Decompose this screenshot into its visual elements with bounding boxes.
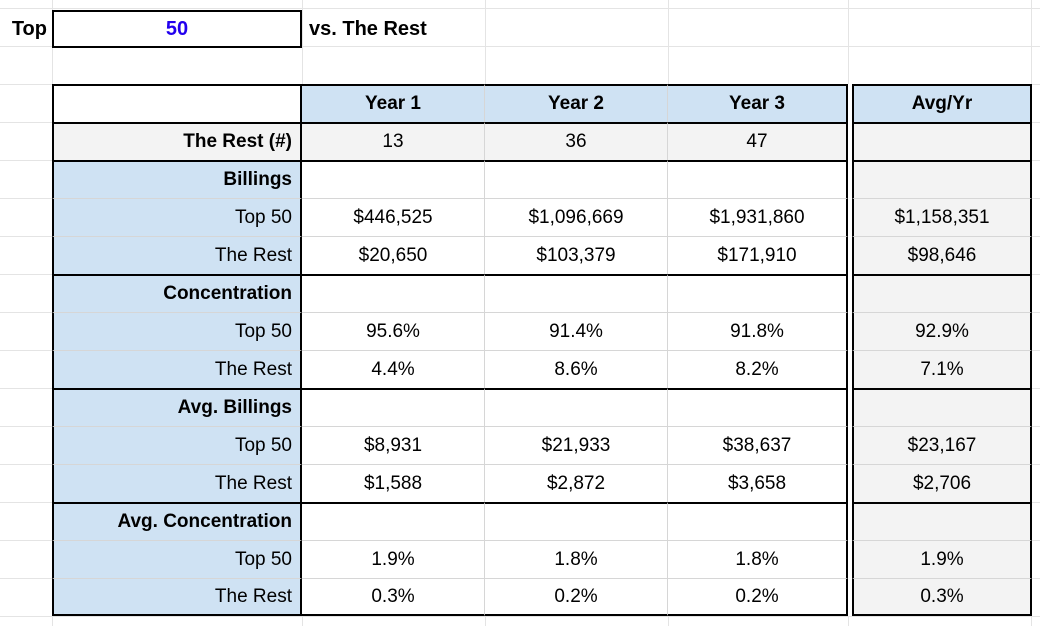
row-label[interactable]: Top 50 xyxy=(52,312,302,350)
gap-cell xyxy=(848,236,852,274)
gap-cell xyxy=(848,464,852,502)
value-cell[interactable] xyxy=(668,502,848,540)
value-cell[interactable]: 92.9% xyxy=(852,312,1032,350)
value-cell[interactable] xyxy=(852,502,1032,540)
value-cell[interactable] xyxy=(485,502,668,540)
value-cell[interactable]: 8.6% xyxy=(485,350,668,388)
row-label[interactable]: The Rest xyxy=(52,236,302,274)
gap-cell xyxy=(848,122,852,160)
gap-cell xyxy=(848,426,852,464)
gap-cell xyxy=(848,578,852,616)
row-label[interactable]: Avg. Concentration xyxy=(52,502,302,540)
value-cell[interactable]: 0.2% xyxy=(668,578,848,616)
col-header-year1[interactable]: Year 1 xyxy=(302,84,485,122)
row-label[interactable]: The Rest xyxy=(52,578,302,616)
value-cell[interactable] xyxy=(852,388,1032,426)
value-cell[interactable]: 13 xyxy=(302,122,485,160)
col-header-year2[interactable]: Year 2 xyxy=(485,84,668,122)
gap-cell xyxy=(848,198,852,236)
corner-cell[interactable] xyxy=(52,84,302,122)
col-header-avg-yr[interactable]: Avg/Yr xyxy=(852,84,1032,122)
value-cell[interactable]: $446,525 xyxy=(302,198,485,236)
row-label[interactable]: Top 50 xyxy=(52,540,302,578)
value-cell[interactable]: $98,646 xyxy=(852,236,1032,274)
value-cell[interactable]: 1.9% xyxy=(302,540,485,578)
col-header-year3[interactable]: Year 3 xyxy=(668,84,848,122)
value-cell[interactable] xyxy=(668,274,848,312)
value-cell[interactable]: 8.2% xyxy=(668,350,848,388)
value-cell[interactable]: $1,931,860 xyxy=(668,198,848,236)
value-cell[interactable]: $1,158,351 xyxy=(852,198,1032,236)
gap-cell xyxy=(848,350,852,388)
value-cell[interactable]: 1.8% xyxy=(668,540,848,578)
vs-the-rest-label: vs. The Rest xyxy=(309,17,427,40)
value-cell[interactable] xyxy=(485,274,668,312)
value-cell[interactable]: 0.2% xyxy=(485,578,668,616)
gap-cell xyxy=(848,502,852,540)
value-cell[interactable] xyxy=(485,160,668,198)
value-cell[interactable]: $20,650 xyxy=(302,236,485,274)
row-label[interactable]: Concentration xyxy=(52,274,302,312)
gap-cell xyxy=(848,160,852,198)
value-cell[interactable]: $2,872 xyxy=(485,464,668,502)
gap-cell xyxy=(848,388,852,426)
value-cell[interactable]: $38,637 xyxy=(668,426,848,464)
top-label: Top xyxy=(11,17,47,40)
value-cell[interactable]: 7.1% xyxy=(852,350,1032,388)
value-cell[interactable]: 1.8% xyxy=(485,540,668,578)
value-cell[interactable] xyxy=(852,122,1032,160)
value-cell[interactable]: 91.4% xyxy=(485,312,668,350)
value-cell[interactable] xyxy=(668,388,848,426)
row-label[interactable]: Billings xyxy=(52,160,302,198)
value-cell[interactable]: $1,096,669 xyxy=(485,198,668,236)
row-label[interactable]: Top 50 xyxy=(52,426,302,464)
value-cell[interactable]: 95.6% xyxy=(302,312,485,350)
row-label[interactable]: The Rest xyxy=(52,350,302,388)
value-cell[interactable]: 0.3% xyxy=(852,578,1032,616)
value-cell[interactable]: $8,931 xyxy=(302,426,485,464)
value-cell[interactable] xyxy=(852,160,1032,198)
value-cell[interactable]: $171,910 xyxy=(668,236,848,274)
value-cell[interactable]: 4.4% xyxy=(302,350,485,388)
gap-cell xyxy=(848,274,852,312)
value-cell[interactable]: $103,379 xyxy=(485,236,668,274)
value-cell[interactable]: 47 xyxy=(668,122,848,160)
value-cell[interactable]: $2,706 xyxy=(852,464,1032,502)
value-cell[interactable] xyxy=(852,274,1032,312)
value-cell[interactable] xyxy=(302,160,485,198)
row-label[interactable]: Avg. Billings xyxy=(52,388,302,426)
row-label[interactable]: Top 50 xyxy=(52,198,302,236)
value-cell[interactable] xyxy=(302,502,485,540)
value-cell[interactable] xyxy=(668,160,848,198)
gap-cell xyxy=(848,312,852,350)
value-cell[interactable] xyxy=(302,274,485,312)
value-cell[interactable]: 0.3% xyxy=(302,578,485,616)
value-cell[interactable]: $1,588 xyxy=(302,464,485,502)
comparison-table: Year 1 Year 2 Year 3 Avg/Yr The Rest (#)… xyxy=(52,84,1032,616)
value-cell[interactable]: 1.9% xyxy=(852,540,1032,578)
gap-cell xyxy=(848,540,852,578)
value-cell[interactable]: 36 xyxy=(485,122,668,160)
top-n-input[interactable] xyxy=(52,10,302,48)
gap-cell xyxy=(848,84,852,122)
value-cell[interactable] xyxy=(302,388,485,426)
value-cell[interactable]: $23,167 xyxy=(852,426,1032,464)
value-cell[interactable] xyxy=(485,388,668,426)
value-cell[interactable]: 91.8% xyxy=(668,312,848,350)
value-cell[interactable]: $3,658 xyxy=(668,464,848,502)
row-label[interactable]: The Rest (#) xyxy=(52,122,302,160)
value-cell[interactable]: $21,933 xyxy=(485,426,668,464)
row-label[interactable]: The Rest xyxy=(52,464,302,502)
